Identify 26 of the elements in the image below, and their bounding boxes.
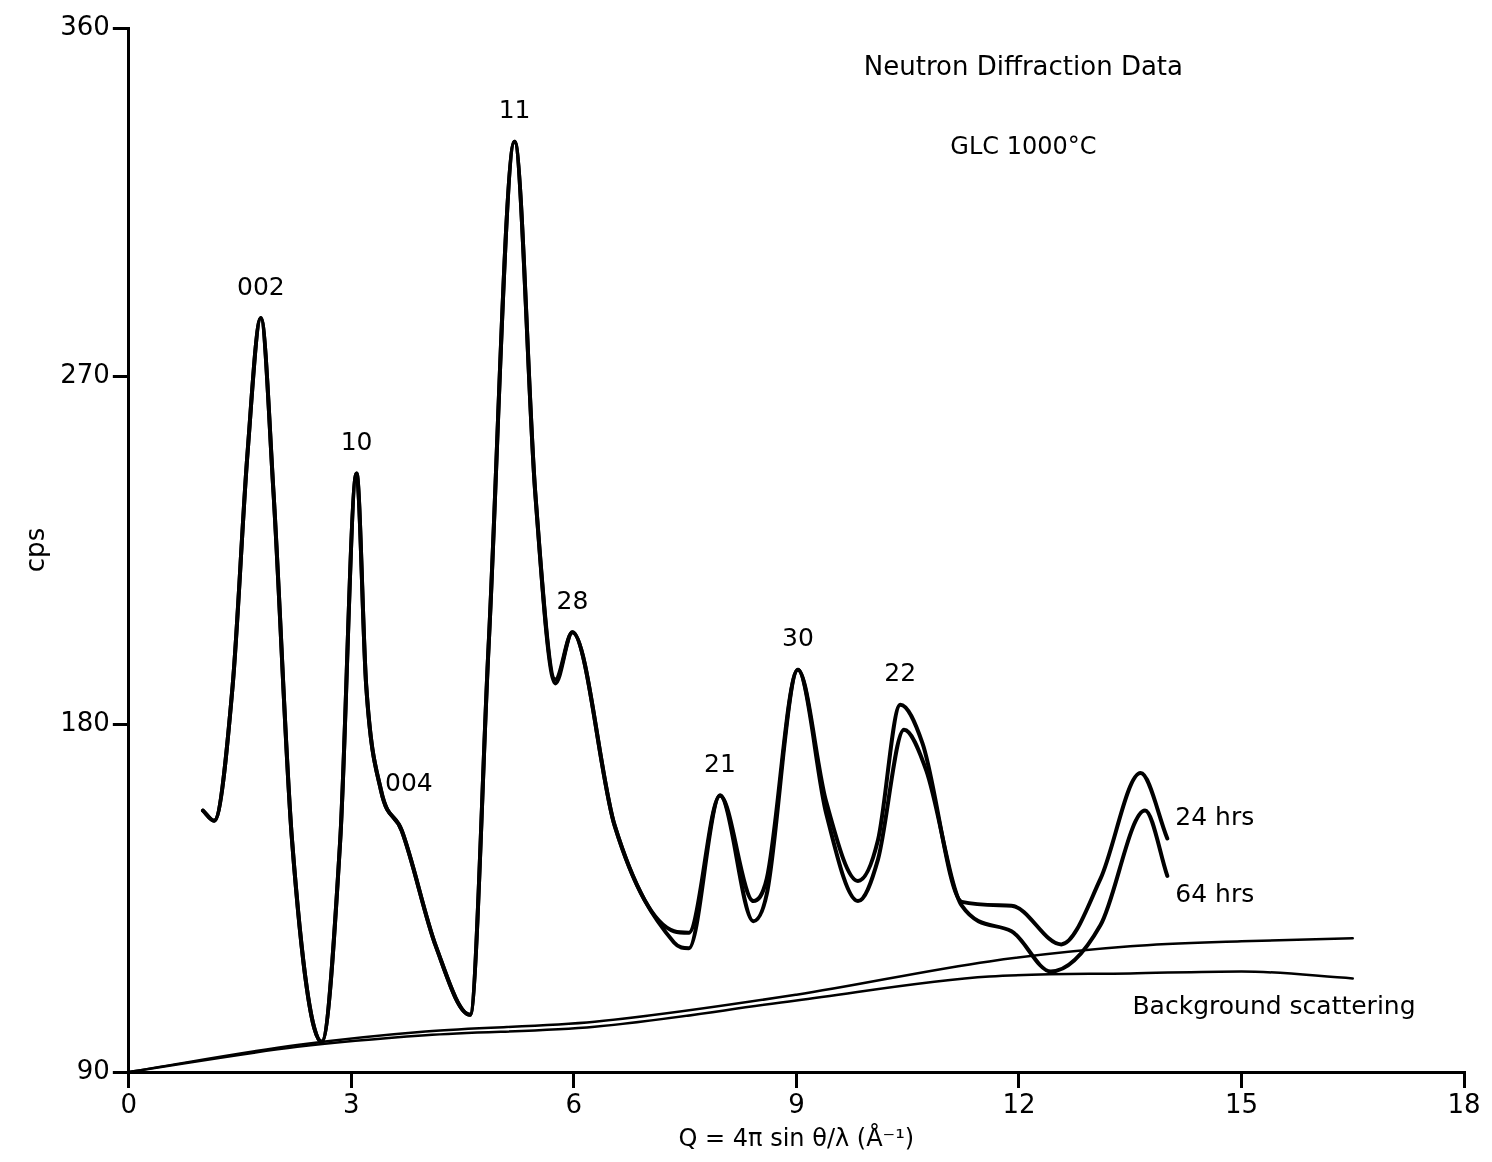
y-tick-label: 90 (76, 1054, 110, 1085)
annotation: 30 (781, 623, 814, 653)
x-axis-title: Q = 4π sin θ/λ (Å⁻¹) (678, 1122, 915, 1152)
y-tick-label: 270 (60, 358, 110, 389)
series-label: 24 hrs (1175, 801, 1255, 831)
annotation: 004 (385, 768, 433, 798)
x-tick-label: 15 (1224, 1089, 1259, 1120)
x-tick-label: 3 (343, 1089, 360, 1120)
y-tick-label: 360 (60, 10, 110, 41)
annotation: 10 (340, 426, 373, 456)
series-label: 64 hrs (1175, 879, 1255, 909)
x-tick-label: 12 (1002, 1089, 1036, 1120)
annotation: 21 (704, 749, 736, 779)
y-axis-title: cps (20, 527, 51, 573)
annotation: 002 (237, 271, 285, 301)
annotation: 22 (884, 658, 917, 688)
x-tick-label: 0 (120, 1089, 138, 1120)
x-tick-label: 18 (1447, 1089, 1481, 1120)
x-tick-label: 9 (788, 1089, 805, 1120)
text: Neutron Diffraction Data (863, 50, 1183, 81)
y-tick-label: 180 (60, 706, 110, 737)
annotation: 11 (498, 95, 531, 125)
x-tick-label: 6 (565, 1089, 583, 1120)
annotation: Background scattering (1132, 990, 1416, 1020)
text: GLC 1000°C (950, 132, 1097, 161)
annotation: 28 (556, 585, 589, 615)
